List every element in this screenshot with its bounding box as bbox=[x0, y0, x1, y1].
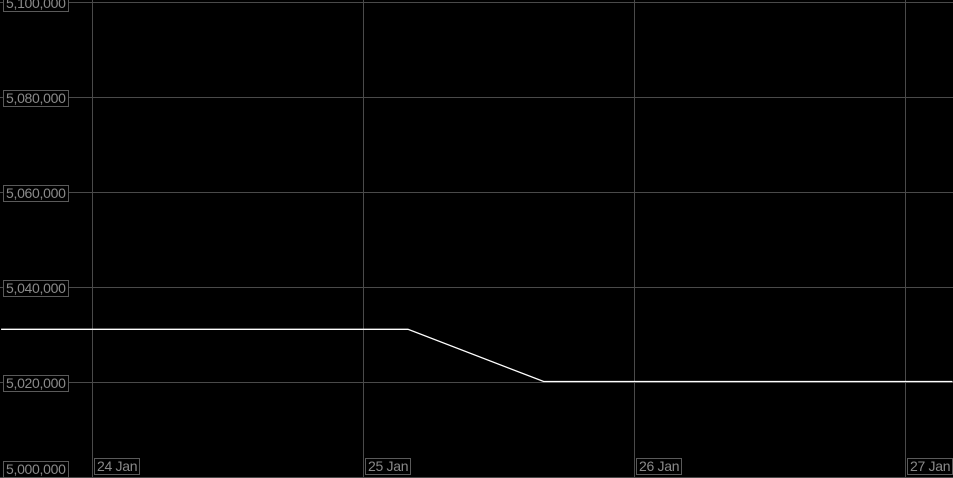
x-tick-label: 25 Jan bbox=[365, 458, 412, 475]
y-tick-label: 5,100,000 bbox=[3, 0, 69, 12]
y-tick-label: 5,080,000 bbox=[3, 89, 69, 107]
y-tick-label: 5,000,000 bbox=[3, 461, 69, 478]
y-tick-label: 5,060,000 bbox=[3, 184, 69, 202]
x-tick-label: 26 Jan bbox=[636, 458, 683, 475]
series-line bbox=[1, 328, 953, 383]
y-tick-label: 5,040,000 bbox=[3, 279, 69, 297]
x-tick-label: 27 Jan bbox=[907, 458, 953, 475]
x-tick-label: 24 Jan bbox=[94, 458, 141, 475]
y-tick-label: 5,020,000 bbox=[3, 374, 69, 392]
